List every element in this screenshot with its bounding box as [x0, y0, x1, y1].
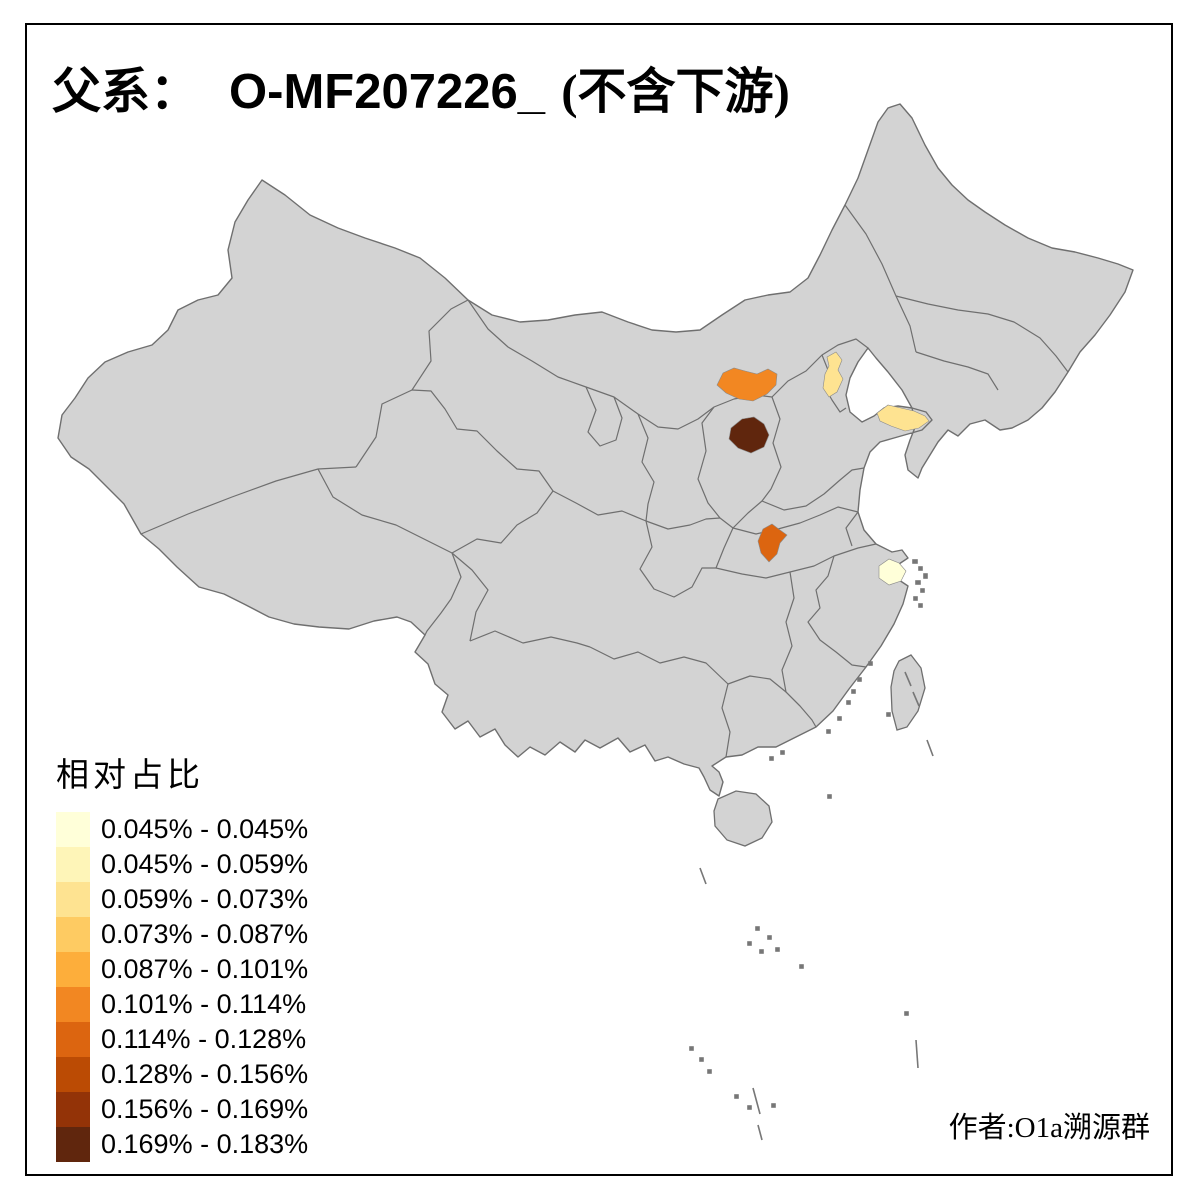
legend-label: 0.059% - 0.073% [101, 884, 309, 914]
region-central-north-hubei [757, 523, 788, 563]
region-central-shanxi [728, 416, 770, 454]
mainland-china-shape [57, 103, 1134, 797]
legend-swatch [56, 1127, 90, 1162]
title-prefix: 父系： [52, 64, 200, 119]
legend-swatch [56, 987, 90, 1022]
small-islands-and-sea-dashes [689, 559, 934, 1141]
map-title: 父系： O-MF207226_ (不含下游) [52, 52, 790, 123]
legend-swatch [56, 1022, 90, 1057]
title-haplogroup: O-MF207226_ [229, 65, 545, 119]
legend-label: 0.045% - 0.059% [101, 849, 309, 879]
legend-row: 0.073% - 0.087% [56, 917, 308, 952]
shaded-regions [716, 351, 930, 586]
legend-row: 0.169% - 0.183% [56, 1127, 308, 1162]
legend-row: 0.114% - 0.128% [56, 1022, 308, 1057]
legend-label: 0.169% - 0.183% [101, 1129, 309, 1159]
legend-row: 0.156% - 0.169% [56, 1092, 308, 1127]
legend-row: 0.059% - 0.073% [56, 882, 308, 917]
hainan-island-shape [713, 790, 773, 847]
legend-label: 0.114% - 0.128% [101, 1024, 307, 1054]
legend-label: 0.128% - 0.156% [101, 1059, 309, 1089]
title-suffix: (不含下游) [548, 64, 790, 119]
legend-label: 0.087% - 0.101% [101, 954, 309, 984]
legend-title: 相对占比 [56, 758, 204, 794]
region-shandong-peninsula [876, 404, 930, 432]
legend-swatch [56, 1057, 90, 1092]
legend-swatch [56, 847, 90, 882]
legend-swatch [56, 917, 90, 952]
legend-row: 0.101% - 0.114% [56, 987, 308, 1022]
legend-swatch [56, 1092, 90, 1127]
region-north-zhejiang [878, 558, 907, 586]
region-northern-shanxi [716, 367, 778, 402]
legend-label: 0.156% - 0.169% [101, 1094, 309, 1124]
legend-row: 0.045% - 0.045% [56, 812, 308, 847]
legend-swatch [56, 882, 90, 917]
legend-label: 0.045% - 0.045% [101, 814, 309, 844]
legend-row: 0.087% - 0.101% [56, 952, 308, 987]
legend-row: 0.045% - 0.059% [56, 847, 308, 882]
legend-row: 0.128% - 0.156% [56, 1057, 308, 1092]
region-beijing-west-hebei [822, 351, 844, 398]
author-attribution: 作者:O1a溯源群 [948, 1112, 1150, 1144]
legend: 相对占比 0.045% - 0.045% 0.045% - 0.059% 0.0… [56, 748, 308, 1162]
legend-label: 0.073% - 0.087% [101, 919, 309, 949]
taiwan-island-shape [890, 654, 926, 731]
legend-label: 0.101% - 0.114% [101, 989, 307, 1019]
legend-swatch [56, 952, 90, 987]
legend-swatch [56, 812, 90, 847]
